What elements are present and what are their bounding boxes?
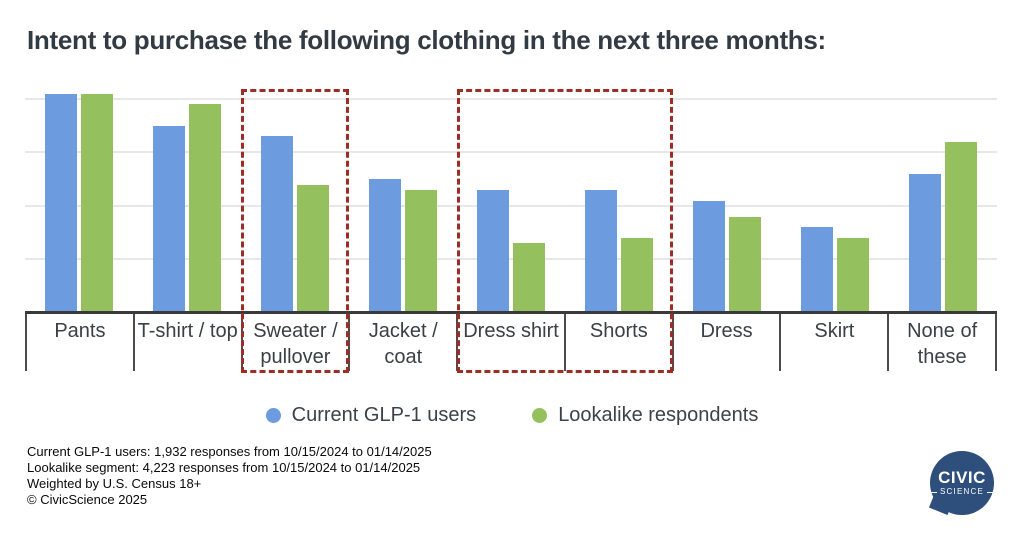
category-label: Dress	[671, 314, 780, 371]
footnote-line: Lookalike segment: 4,223 responses from …	[27, 460, 421, 475]
bar-glp1	[477, 189, 509, 313]
bar-lookalike	[729, 216, 761, 313]
footnote-line: Current GLP-1 users: 1,932 responses fro…	[27, 444, 432, 459]
footnote-line: Weighted by U.S. Census 18+	[27, 476, 202, 491]
civicscience-logo: CIVIC SCIENCE	[930, 451, 994, 515]
legend-item: Lookalike respondents	[532, 404, 758, 427]
highlight-box	[457, 89, 673, 373]
highlight-box	[241, 89, 349, 373]
x-axis-labels: Pants T-shirt / top Sweater / pullover Jack…	[25, 314, 998, 371]
gridline	[25, 97, 997, 100]
bar-glp1	[369, 179, 401, 313]
logo-rule-left	[931, 491, 938, 493]
footnotes: Current GLP-1 users: 1,932 responses fro…	[27, 444, 432, 508]
legend-dot	[532, 408, 548, 423]
footnote-line: © CivicScience 2025	[27, 492, 148, 507]
bar-lookalike	[513, 243, 545, 313]
logo-text-civic: CIVIC	[938, 468, 986, 487]
category-label: None of these	[887, 314, 998, 371]
category-label: Shorts	[563, 314, 672, 371]
legend-label: Lookalike respondents	[558, 404, 759, 426]
bar-glp1	[585, 189, 617, 313]
logo-rule-right	[986, 491, 993, 493]
bar-glp1	[801, 227, 833, 313]
bar-glp1	[45, 93, 77, 313]
bar-glp1	[909, 173, 941, 313]
bar-lookalike	[81, 93, 113, 313]
bar-lookalike	[189, 104, 221, 313]
gridline	[25, 258, 997, 261]
bar-lookalike	[621, 238, 653, 313]
bar-glp1	[261, 136, 293, 313]
category-label: Jacket / coat	[348, 314, 456, 371]
logo-text-science: SCIENCE	[940, 487, 984, 496]
legend-dot	[265, 408, 281, 423]
legend-label: Current GLP-1 users	[291, 404, 477, 426]
bar-lookalike	[297, 184, 329, 313]
bar-glp1	[153, 125, 185, 313]
x-axis-line	[25, 311, 997, 314]
gridline	[25, 151, 997, 154]
logo-text-science-row: SCIENCE	[931, 487, 993, 497]
legend-item: Current GLP-1 users	[265, 404, 477, 427]
gridline	[25, 204, 997, 207]
bar-lookalike	[837, 238, 869, 313]
legend: Current GLP-1 users Lookalike respondents	[0, 404, 1024, 427]
chart-title: Intent to purchase the following clothin…	[27, 25, 826, 55]
category-label: Skirt	[779, 314, 887, 371]
bar-glp1	[693, 200, 725, 313]
plot-area	[25, 85, 997, 313]
bar-lookalike	[945, 141, 977, 313]
category-label: Pants	[25, 314, 133, 371]
bar-lookalike	[405, 189, 437, 313]
category-label: T-shirt / top	[132, 314, 241, 371]
